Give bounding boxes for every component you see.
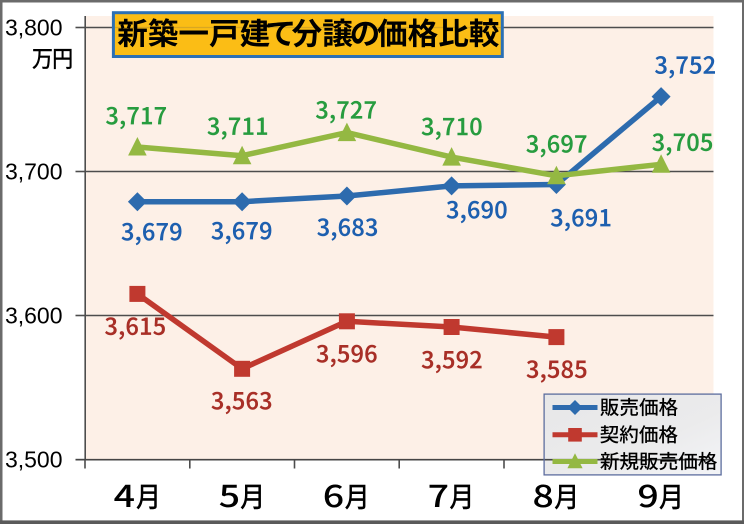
svg-text:3,700: 3,700: [5, 158, 63, 184]
svg-text:3,800: 3,800: [5, 14, 63, 40]
svg-text:3,600: 3,600: [5, 302, 63, 328]
svg-text:3,500: 3,500: [5, 446, 63, 472]
